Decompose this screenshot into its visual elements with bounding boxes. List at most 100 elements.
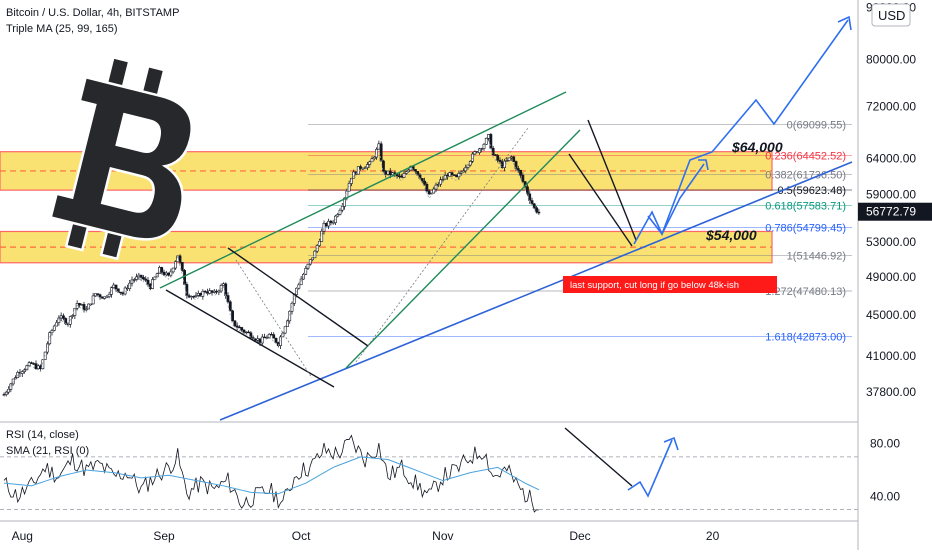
candle — [201, 289, 205, 300]
candle — [363, 165, 367, 169]
candle — [452, 174, 456, 176]
candle-body — [247, 331, 250, 334]
note-text: last support, cut long if go below 48k-i… — [570, 280, 739, 291]
candle — [43, 351, 47, 360]
candle-body — [272, 334, 276, 339]
candle — [210, 290, 214, 296]
candle-body — [507, 157, 511, 161]
channel-upper-green — [159, 91, 567, 289]
candle — [327, 218, 330, 230]
candle — [247, 330, 250, 334]
candle-body — [297, 284, 301, 289]
candle — [521, 172, 525, 184]
candle — [194, 292, 198, 298]
candle-body — [48, 332, 52, 345]
candle — [439, 176, 442, 187]
rsi-sma-label: SMA (21, RSI (0) — [6, 445, 89, 457]
candle-body — [382, 160, 385, 172]
candle — [382, 159, 385, 173]
rsi-axis-ticks: 80.00 40.00 — [870, 437, 900, 504]
candle-body — [286, 320, 289, 327]
note-box — [563, 276, 777, 293]
candle-body — [441, 179, 445, 181]
candle — [142, 275, 145, 281]
candle-body — [519, 169, 522, 176]
candle — [320, 228, 324, 242]
candle-body — [62, 315, 65, 319]
candle-body — [407, 169, 410, 173]
candle — [535, 206, 538, 214]
candle — [219, 283, 223, 293]
candle — [46, 341, 49, 355]
bitcoin-logo-icon — [49, 55, 193, 261]
price-tick-label: 45000.00 — [866, 308, 916, 322]
candle-body — [27, 362, 31, 367]
candle — [98, 293, 102, 300]
candle-body — [452, 174, 456, 176]
candle-body — [192, 296, 196, 298]
candle — [352, 169, 356, 179]
candle-body — [258, 338, 262, 344]
candle — [238, 325, 241, 329]
candle — [329, 219, 333, 226]
candle — [68, 315, 72, 328]
candle — [137, 272, 141, 280]
candle-body — [496, 155, 500, 161]
candle-body — [388, 170, 392, 176]
candle — [471, 152, 474, 164]
price-tick-label: 80000.00 — [866, 53, 916, 67]
falling-channel-top — [227, 247, 369, 347]
candle — [233, 320, 237, 328]
candle — [274, 337, 278, 344]
candle — [272, 332, 276, 339]
candle — [366, 162, 369, 171]
candle — [283, 326, 287, 335]
candle — [178, 254, 182, 265]
candle-body — [324, 223, 328, 227]
candle-body — [384, 170, 388, 175]
candle-body — [196, 293, 200, 296]
candle — [32, 362, 36, 365]
candle-body — [59, 315, 63, 319]
candle — [260, 334, 264, 346]
time-tick-label: Dec — [569, 529, 590, 543]
candle — [286, 319, 289, 328]
candle — [62, 313, 65, 321]
price-tick-label: 53000.00 — [866, 235, 916, 249]
candle-body — [215, 290, 218, 293]
candle-body — [119, 291, 122, 294]
candle-body — [491, 147, 495, 155]
candle — [526, 184, 529, 196]
candle-body — [439, 179, 442, 185]
candle-body — [459, 171, 463, 174]
candle-body — [512, 156, 516, 162]
candle — [427, 189, 431, 195]
candle-body — [183, 270, 186, 285]
candle-body — [180, 262, 184, 271]
candle — [290, 301, 294, 315]
candle-body — [228, 301, 232, 312]
currency-button[interactable] — [871, 3, 911, 27]
fib-label-4: 0.618(57583.71) — [765, 200, 846, 212]
candle — [91, 292, 95, 305]
candle — [519, 169, 522, 179]
candle — [144, 276, 148, 283]
last-price-label[interactable]: 56772.79 — [866, 205, 916, 219]
candle-body — [420, 178, 424, 182]
projection-path-main — [633, 19, 849, 245]
candle-body — [132, 279, 136, 281]
candle-body — [423, 180, 426, 185]
last-price-box — [858, 202, 932, 221]
candle-body — [112, 284, 116, 288]
candle — [265, 335, 269, 339]
candle-body — [208, 290, 212, 294]
candle — [196, 290, 200, 297]
candle-body — [400, 175, 404, 178]
candle — [132, 277, 136, 283]
price-axis-bg — [858, 0, 932, 550]
candle-body — [498, 159, 502, 162]
candle — [128, 279, 132, 292]
candle — [340, 202, 344, 213]
projection-arrowhead-main — [837, 15, 852, 31]
